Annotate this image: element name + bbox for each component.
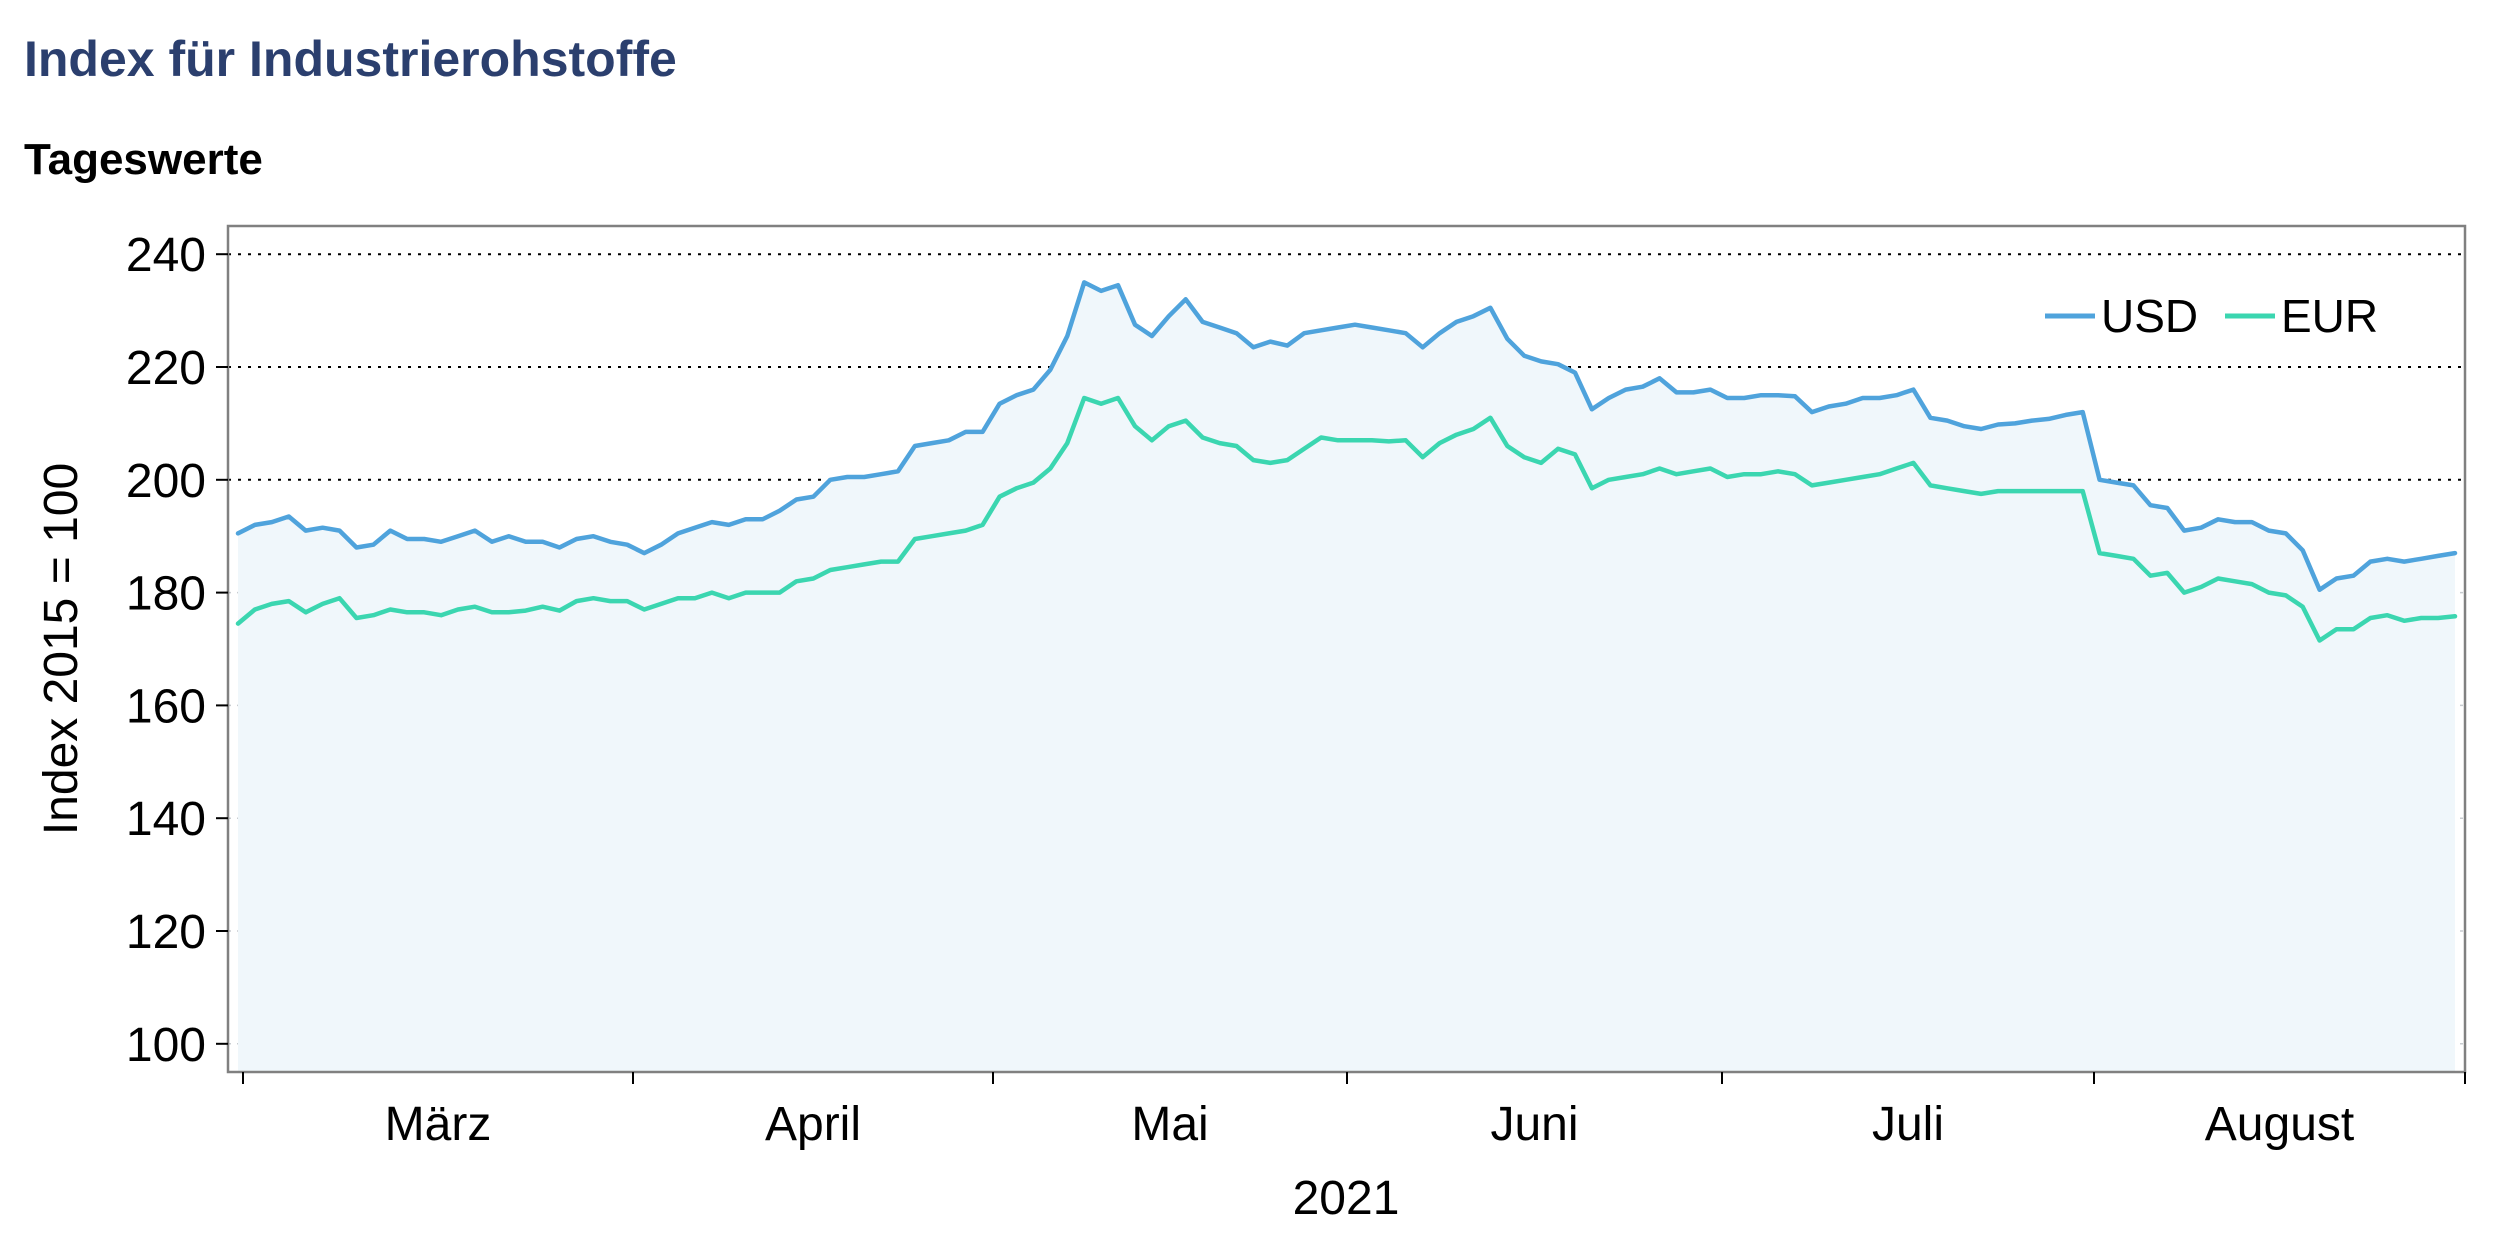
legend: USD EUR bbox=[2045, 290, 2378, 342]
area-under-usd bbox=[238, 282, 2455, 1072]
y-tick-label-100: 100 bbox=[126, 1019, 206, 1072]
series-line-usd bbox=[235, 280, 2458, 593]
x-tick-label-2: Mai bbox=[1131, 1098, 1208, 1151]
series-line-eur bbox=[235, 395, 2458, 643]
y-tick-label-140: 140 bbox=[126, 793, 206, 846]
y-tick-label-220: 220 bbox=[126, 342, 206, 395]
y-axis-label: Index 2015 = 100 bbox=[35, 463, 88, 835]
x-tick-label-3: Juni bbox=[1490, 1098, 1578, 1151]
x-axis-label: 2021 bbox=[1293, 1172, 1400, 1225]
legend-label-eur: EUR bbox=[2281, 290, 2378, 342]
x-tick-label-0: März bbox=[385, 1098, 492, 1151]
x-tick-label-4: Juli bbox=[1872, 1098, 1944, 1151]
x-axis: März April Mai Juni Juli August bbox=[242, 1072, 2466, 1151]
x-tick-label-5: August bbox=[2205, 1098, 2354, 1151]
chart-title: Index für Industrierohstoffe bbox=[24, 31, 677, 87]
y-tick-label-180: 180 bbox=[126, 568, 206, 621]
y-tick-label-120: 120 bbox=[126, 906, 206, 959]
area-fill bbox=[238, 282, 2455, 1072]
y-tick-label-240: 240 bbox=[126, 229, 206, 282]
chart-subtitle: Tageswerte bbox=[24, 135, 263, 184]
y-tick-label-200: 200 bbox=[126, 455, 206, 508]
x-tick-label-1: April bbox=[765, 1098, 861, 1151]
legend-label-usd: USD bbox=[2101, 290, 2198, 342]
y-tick-label-160: 160 bbox=[126, 680, 206, 733]
series-lines bbox=[235, 280, 2458, 643]
y-axis: 100 120 140 160 180 200 220 240 bbox=[126, 229, 228, 1072]
